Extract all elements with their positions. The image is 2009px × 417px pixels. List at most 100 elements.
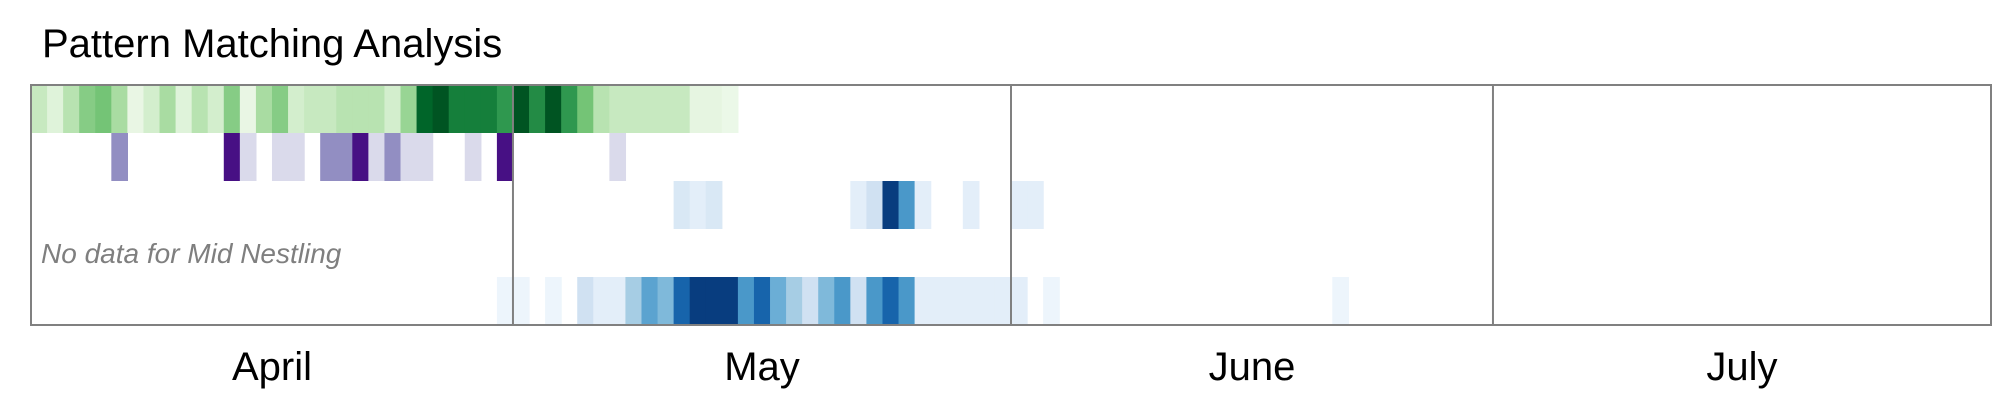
heatmap-cell <box>802 277 819 325</box>
heatmap-cell <box>545 85 562 133</box>
heatmap-cell <box>930 277 948 325</box>
heatmap-cell <box>737 277 755 325</box>
heatmap-cell <box>496 277 514 325</box>
heatmap-cell <box>95 85 112 133</box>
row-notes: No data for Mid Nestling <box>41 238 342 269</box>
heatmap-cell <box>609 133 627 181</box>
heatmap-cell <box>368 85 386 133</box>
heatmap-cell <box>721 85 739 133</box>
heatmap-cell <box>705 85 723 133</box>
heatmap-cell <box>898 181 916 229</box>
heatmap-cell <box>850 277 868 325</box>
heatmap-cell <box>882 181 900 229</box>
heatmap-cell <box>914 277 932 325</box>
heatmap-cell <box>529 85 546 133</box>
heatmap-cell <box>866 181 884 229</box>
heatmap-cell <box>288 133 305 181</box>
heatmap-cell <box>914 181 932 229</box>
heatmap-cell <box>994 277 1012 325</box>
heatmap-cell <box>384 133 402 181</box>
heatmap-cell <box>1027 181 1044 229</box>
heatmap-cell <box>689 277 707 325</box>
heatmap-cell <box>818 277 835 325</box>
heatmap-cell <box>705 181 723 229</box>
heatmap-cell <box>689 85 707 133</box>
heatmap-cell <box>561 85 578 133</box>
heatmap-cell <box>641 85 659 133</box>
heatmap-cell <box>223 85 241 133</box>
heatmap-cell <box>384 85 402 133</box>
heatmap-cell <box>593 85 610 133</box>
heatmap-cell <box>1332 277 1349 325</box>
heatmap-cell <box>657 85 675 133</box>
heatmap-cell <box>609 277 627 325</box>
heatmap-cell <box>625 277 643 325</box>
chart-title: Pattern Matching Analysis <box>42 22 503 66</box>
heatmap-cell <box>673 181 691 229</box>
month-label: June <box>1209 345 1296 389</box>
heatmap-cell <box>31 85 48 133</box>
heatmap-cell <box>79 85 96 133</box>
heatmap-cell <box>962 181 980 229</box>
heatmap-cell <box>577 277 594 325</box>
no-data-note: No data for Mid Nestling <box>41 238 342 269</box>
heatmap-cell <box>288 85 305 133</box>
heatmap-cell <box>271 133 289 181</box>
plot-frame <box>30 84 1992 326</box>
heatmap-cell <box>63 85 80 133</box>
heatmap-cell <box>207 85 225 133</box>
heatmap-cell <box>593 277 610 325</box>
heatmap-cell <box>320 133 337 181</box>
heatmap-cell <box>336 133 353 181</box>
heatmap-cell <box>416 133 434 181</box>
heatmap-cell <box>400 85 418 133</box>
heatmap-cell <box>368 133 386 181</box>
heatmap-cell <box>271 85 289 133</box>
heatmap-cell <box>786 277 803 325</box>
heatmap-cell <box>111 85 128 133</box>
heatmap-cell <box>866 277 884 325</box>
heatmap-cell <box>191 85 209 133</box>
heatmap-cell <box>175 85 193 133</box>
heatmap-cell <box>143 85 161 133</box>
month-dividers <box>511 85 1494 325</box>
heatmap-cell <box>657 277 675 325</box>
heatmap-cell <box>850 181 868 229</box>
heatmap-cell <box>239 133 257 181</box>
heatmap-cell <box>577 85 594 133</box>
heatmap-cell <box>512 85 530 133</box>
heatmap-cell <box>609 85 627 133</box>
heatmap-cells <box>31 85 1349 325</box>
heatmap-cell <box>882 277 900 325</box>
heatmap-cell <box>673 85 691 133</box>
heatmap-cell <box>464 133 482 181</box>
heatmap-cell <box>480 85 498 133</box>
month-label: July <box>1706 345 1777 389</box>
heatmap-cell <box>432 85 450 133</box>
month-label: May <box>724 345 800 389</box>
heatmap-cell <box>239 85 257 133</box>
heatmap-cell <box>689 181 707 229</box>
heatmap-cell <box>898 277 916 325</box>
heatmap-cell <box>1011 181 1028 229</box>
heatmap-cell <box>352 133 369 181</box>
heatmap-cell <box>545 277 562 325</box>
month-label: April <box>232 345 312 389</box>
heatmap-cell <box>641 277 659 325</box>
heatmap-cell <box>962 277 980 325</box>
heatmap-cell <box>320 85 337 133</box>
heatmap-cell <box>223 133 241 181</box>
heatmap-cell <box>770 277 787 325</box>
heatmap-cell <box>978 277 996 325</box>
heatmap-cell <box>47 85 64 133</box>
month-labels: April May June July <box>232 345 1778 389</box>
heatmap-cell <box>721 277 739 325</box>
heatmap-cell <box>448 85 466 133</box>
heatmap-cell <box>496 133 514 181</box>
heatmap-cell <box>416 85 434 133</box>
heatmap-cell <box>255 85 273 133</box>
heatmap-cell <box>834 277 851 325</box>
heatmap-cell <box>625 85 643 133</box>
heatmap-cell <box>1011 277 1028 325</box>
